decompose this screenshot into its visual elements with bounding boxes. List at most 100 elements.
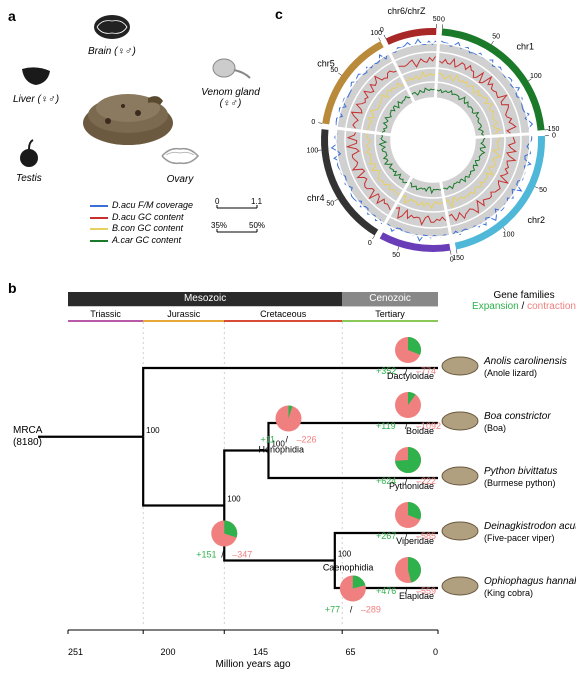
svg-text:(Burmese python): (Burmese python): [484, 478, 556, 488]
svg-text:Boidae: Boidae: [406, 426, 434, 436]
period-segment: Triassic: [68, 306, 143, 320]
x-axis-label: Million years ago: [68, 659, 438, 670]
legend-row: B.con GC content: [90, 223, 193, 235]
svg-text:(Five-pacer viper): (Five-pacer viper): [484, 533, 555, 543]
svg-text:0: 0: [441, 16, 445, 23]
svg-text:MRCA: MRCA: [13, 425, 43, 436]
svg-text:+476: +476: [376, 586, 396, 596]
svg-text:50: 50: [433, 16, 441, 23]
gf-subtitle: Expansion / contraction: [472, 301, 576, 312]
era-segment: Cenozoic: [342, 292, 438, 306]
liver-label: Liver (♀♂): [13, 94, 59, 105]
panel-b-label: b: [8, 280, 17, 296]
svg-text:Viperidae: Viperidae: [396, 536, 434, 546]
ovary-icon: [158, 143, 202, 169]
testis-label: Testis: [16, 173, 42, 184]
svg-text:(Anole lizard): (Anole lizard): [484, 368, 537, 378]
svg-text:50: 50: [392, 252, 400, 259]
brain-icon: [92, 13, 132, 41]
svg-text:+11: +11: [260, 435, 275, 445]
svg-text:/: /: [350, 605, 353, 615]
svg-text:Caenophidia: Caenophidia: [323, 563, 374, 573]
svg-text:100: 100: [530, 73, 542, 80]
organ-brain: Brain (♀♂): [88, 13, 136, 57]
svg-text:0: 0: [368, 240, 372, 247]
svg-text:chr2: chr2: [528, 215, 546, 225]
svg-text:Deinagkistrodon acutus: Deinagkistrodon acutus: [484, 521, 576, 532]
svg-text:+267: +267: [376, 531, 396, 541]
panel-a: a Brain (♀♂) Liver (♀♂) Venom gland (♀♂)…: [8, 8, 268, 188]
svg-text:Ophiophagus hannah: Ophiophagus hannah: [484, 576, 576, 587]
legend-label: D.acu F/M coverage: [112, 200, 193, 212]
panel-c-label: c: [275, 6, 283, 22]
svg-text:–226: –226: [296, 435, 316, 445]
svg-text:chr4: chr4: [307, 193, 325, 203]
organ-ovary: Ovary: [158, 143, 202, 185]
svg-text:100: 100: [338, 550, 352, 559]
svg-text:(Boa): (Boa): [484, 423, 506, 433]
svg-text:–347: –347: [232, 550, 252, 560]
svg-text:Python bivittatus: Python bivittatus: [484, 466, 557, 477]
gene-families-header: Gene families Expansion / contraction: [472, 290, 576, 312]
svg-text:50: 50: [326, 201, 334, 208]
svg-text:Anolis carolinensis: Anolis carolinensis: [483, 356, 567, 367]
period-segment: Jurassic: [143, 306, 224, 320]
panel-a-label: a: [8, 8, 16, 24]
x-axis: 251200145650 Million years ago: [68, 647, 438, 670]
period-bar: TriassicJurassicCretaceousTertiary: [68, 306, 438, 320]
svg-text:50: 50: [539, 187, 547, 194]
svg-text:/: /: [285, 435, 288, 445]
svg-text:100: 100: [503, 231, 515, 238]
legend-label: A.car GC content: [112, 235, 181, 247]
svg-text:(King cobra): (King cobra): [484, 588, 533, 598]
svg-text:Dactyloidae: Dactyloidae: [387, 371, 434, 381]
legend-swatch: [90, 240, 108, 242]
svg-text:0: 0: [450, 256, 454, 262]
circos-legend: D.acu F/M coverage D.acu GC content B.co…: [90, 200, 193, 247]
svg-text:–289: –289: [361, 605, 381, 615]
testis-icon: [17, 138, 41, 168]
legend-label: D.acu GC content: [112, 212, 184, 224]
svg-text:chr5: chr5: [317, 59, 335, 69]
organ-liver: Liver (♀♂): [13, 63, 59, 105]
svg-text:100: 100: [370, 30, 382, 37]
legend-swatch: [90, 228, 108, 230]
svg-text:0: 0: [311, 119, 315, 126]
snake-icon: [78, 73, 178, 153]
coverage-scale: 0 1.1: [215, 200, 265, 215]
x-ticks: 251200145650: [68, 647, 438, 657]
period-segment: Tertiary: [342, 306, 438, 320]
liver-icon: [18, 63, 54, 89]
phylogeny-tree: MRCA(8180)100100100100+151 / –347+11 / –…: [8, 322, 576, 652]
gf-title: Gene families: [472, 290, 576, 301]
svg-text:(8180): (8180): [13, 437, 42, 448]
svg-text:+77: +77: [325, 605, 340, 615]
panel-c: c 050chr6/chrZ050100150chr1050100150chr2…: [275, 2, 580, 262]
venom-label: Venom gland (♀♂): [193, 87, 268, 109]
legend-row: A.car GC content: [90, 235, 193, 247]
svg-text:50: 50: [492, 34, 500, 41]
svg-text:Elapidae: Elapidae: [399, 591, 434, 601]
timeline-bar: MesozoicCenozoic TriassicJurassicCretace…: [68, 292, 438, 322]
era-segment: Mesozoic: [68, 292, 342, 306]
legend-row: D.acu F/M coverage: [90, 200, 193, 212]
circos-plot: 050chr6/chrZ050100150chr1050100150chr205…: [275, 2, 580, 262]
svg-text:100: 100: [146, 426, 160, 435]
organ-testis: Testis: [16, 138, 42, 184]
gc-scale: 35% 50%: [215, 224, 265, 239]
svg-text:chr1: chr1: [517, 41, 535, 51]
svg-text:150: 150: [452, 255, 464, 262]
svg-text:chr6/chrZ: chr6/chrZ: [388, 6, 427, 16]
legend-label: B.con GC content: [112, 223, 183, 235]
svg-text:100: 100: [307, 148, 319, 155]
legend-swatch: [90, 217, 108, 219]
ovary-label: Ovary: [158, 174, 202, 185]
svg-text:+119: +119: [376, 421, 396, 431]
svg-text:0: 0: [552, 132, 556, 139]
svg-text:Boa constrictor: Boa constrictor: [484, 411, 551, 422]
svg-text:Henophidia: Henophidia: [258, 445, 304, 455]
legend-swatch: [90, 205, 108, 207]
svg-text:+151: +151: [196, 550, 216, 560]
era-bar: MesozoicCenozoic: [68, 292, 438, 306]
brain-label: Brain (♀♂): [88, 46, 136, 57]
